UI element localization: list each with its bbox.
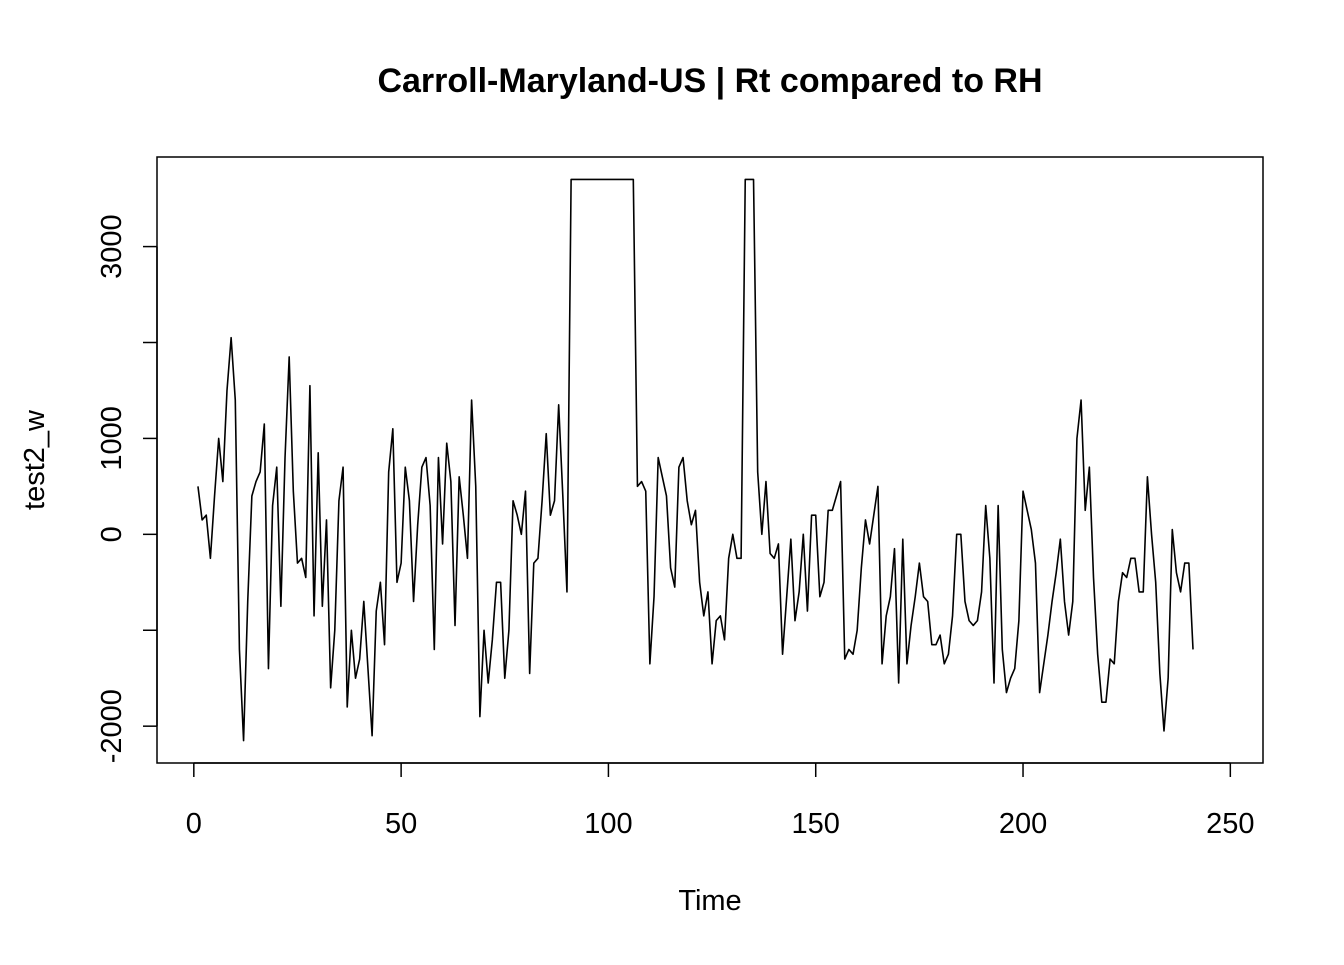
y-tick-label: 1000 [96, 406, 128, 471]
y-axis: -2000 0 1000 3000 [96, 214, 157, 763]
x-tick-label: 150 [792, 808, 840, 840]
series-points [198, 179, 1193, 740]
y-tick-label: -2000 [96, 689, 128, 763]
y-axis-label: test2_w [19, 409, 51, 510]
y-tick-label: 0 [96, 526, 128, 542]
x-tick-label: 200 [999, 808, 1047, 840]
x-tick-label: 50 [385, 808, 417, 840]
x-tick-label: 0 [186, 808, 202, 840]
y-tick-label: 3000 [96, 214, 128, 279]
x-axis: 0 50 100 150 200 250 [186, 763, 1255, 840]
x-tick-label: 250 [1206, 808, 1254, 840]
chart-title: Carroll-Maryland-US | Rt compared to RH [377, 62, 1042, 100]
series-line [198, 179, 1193, 740]
x-axis-label: Time [678, 885, 741, 917]
x-tick-label: 100 [584, 808, 632, 840]
plot-frame [157, 157, 1263, 763]
